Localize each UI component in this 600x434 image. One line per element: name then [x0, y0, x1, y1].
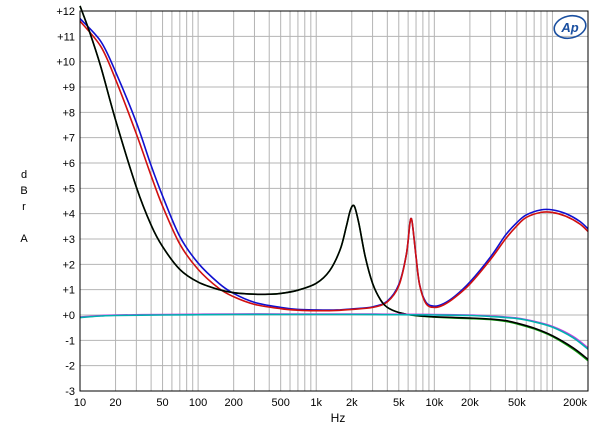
x-tick-label: 50k: [508, 397, 526, 409]
y-tick-label: +10: [56, 57, 75, 69]
x-tick-label: 2k: [346, 397, 358, 409]
y-axis-label: dBr A: [20, 169, 28, 245]
y-axis-label-letter: A: [20, 233, 28, 245]
x-axis-label: Hz: [331, 411, 346, 425]
y-tick-label: +7: [62, 133, 75, 145]
y-tick-label: -1: [65, 335, 75, 347]
y-tick-label: +12: [56, 6, 75, 18]
x-tick-label: 200k: [563, 397, 587, 409]
series-line-2: [79, 20, 589, 312]
x-tick-label: 1k: [310, 397, 322, 409]
grid: [80, 11, 588, 391]
ap-logo-ring: [553, 14, 587, 40]
ap-logo-text: Ap: [560, 20, 578, 35]
x-tick-label: 5k: [393, 397, 405, 409]
ap-logo: Ap: [553, 14, 587, 40]
y-axis-label-letter: d: [21, 169, 27, 181]
y-axis-label-letter: r: [22, 201, 26, 213]
x-tick-label: 500: [271, 397, 289, 409]
x-tick-label: 200: [224, 397, 242, 409]
y-axis-label-letter: B: [20, 185, 27, 197]
x-tick-label: 100: [189, 397, 207, 409]
y-tick-label: +1: [62, 285, 75, 297]
y-tick-label: +0: [62, 310, 75, 322]
x-tick-labels: 10 20 50 100 200 500 1k 2k 5k 10k 20k 50k 200k: [74, 397, 588, 409]
series-layer: [79, 5, 589, 362]
plot-frame: [79, 10, 589, 392]
y-tick-labels: +12 +11 +10 +9 +8 +7 +6 +5 +4 +3 +2 +1 +0 -1 -2 -3: [56, 6, 75, 398]
y-tick-label: -2: [65, 361, 75, 373]
y-tick-label: +8: [62, 107, 75, 119]
y-tick-label: +3: [62, 234, 75, 246]
x-tick-label: 10k: [425, 397, 443, 409]
y-tick-label: +5: [62, 183, 75, 195]
y-tick-label: +9: [62, 82, 75, 94]
y-tick-label: +6: [62, 158, 75, 170]
x-tick-label: 20: [109, 397, 121, 409]
y-tick-label: +11: [57, 31, 75, 43]
series-line-4: [79, 5, 589, 360]
y-tick-label: -3: [65, 386, 75, 398]
x-tick-label: 10: [74, 397, 86, 409]
y-tick-label: +2: [62, 259, 75, 271]
y-tick-label: +4: [62, 209, 75, 221]
x-tick-label: 50: [156, 397, 168, 409]
series-line-6: [79, 313, 589, 350]
x-tick-label: 20k: [461, 397, 479, 409]
